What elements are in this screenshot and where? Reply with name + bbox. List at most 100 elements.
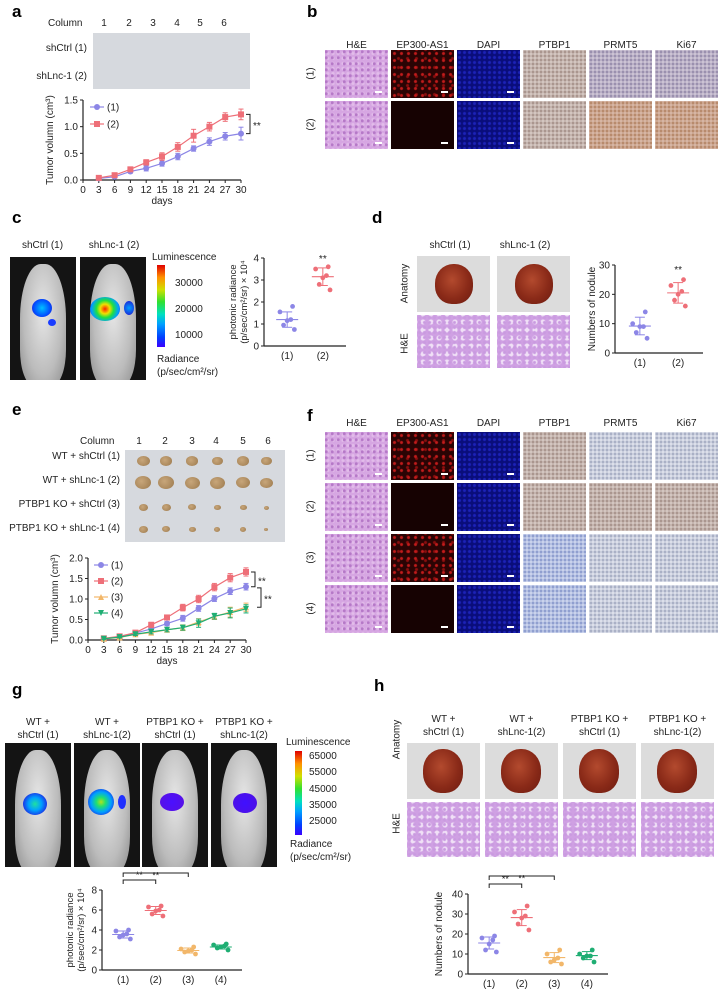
y-tick-label: 30 — [452, 910, 464, 921]
mouse-image — [5, 743, 71, 867]
x-tick-label: 24 — [204, 185, 216, 196]
colorbar-title: Luminescence — [286, 737, 351, 748]
lung-organ — [657, 749, 697, 793]
y-axis-label: Numbers of nodule — [587, 266, 598, 351]
y-tick-label: 3 — [253, 276, 259, 287]
y-tick-label: 20 — [599, 290, 611, 301]
scale-bar — [375, 524, 382, 526]
image-label: shLnc-1 (2) — [499, 240, 551, 251]
data-point — [206, 138, 213, 145]
column-number: 5 — [240, 436, 246, 447]
histology-tile — [589, 585, 652, 633]
he-image — [641, 802, 714, 857]
x-tick-label: 30 — [235, 185, 247, 196]
data-point — [243, 583, 249, 590]
panel-label-a: a — [12, 2, 22, 21]
radiance-chart-g: 0 2 4 6 8 (1) (2) (3) (4) photonic radiance(p/sec… — [65, 870, 242, 986]
image-label: PTBP1 KO + — [570, 714, 629, 725]
stain-header: DAPI — [476, 418, 501, 429]
x-tick-label: (4) — [215, 975, 227, 986]
y-tick-label: 8 — [91, 886, 97, 897]
luminescence-colorbar — [295, 751, 302, 835]
x-tick-label: (1) — [281, 351, 293, 362]
series-line-4 — [103, 608, 247, 640]
data-point — [164, 620, 170, 627]
tumor — [188, 504, 196, 511]
legend-label: (2) — [107, 120, 119, 131]
y-tick-label: 1.5 — [64, 96, 78, 107]
data-point — [195, 620, 202, 627]
x-tick-label: (4) — [581, 979, 593, 989]
significance-bracket — [122, 872, 189, 877]
y-axis-label: Tumor volumn (cm³) — [50, 554, 61, 644]
x-tick-label: 30 — [240, 645, 252, 656]
colorbar-tick: 25000 — [309, 816, 337, 827]
tumor-photo — [93, 33, 250, 89]
data-point — [127, 166, 134, 173]
data-point — [225, 947, 231, 953]
data-point — [174, 153, 181, 160]
histology-tile — [589, 534, 652, 582]
row-label: shLnc-1 (2) — [36, 71, 87, 82]
anatomy-image — [497, 256, 570, 312]
histology-tile — [457, 483, 520, 531]
mouse-image — [80, 257, 146, 380]
data-point — [193, 951, 198, 957]
x-tick-label: (3) — [182, 975, 194, 986]
data-point — [243, 568, 249, 575]
tumor — [162, 526, 170, 533]
x-tick-label: 15 — [161, 645, 173, 656]
colorbar-tick: 45000 — [309, 784, 337, 795]
panel-label-h: h — [374, 676, 385, 695]
image-label: shLnc-1 (2) — [88, 240, 140, 251]
column-number: 1 — [101, 18, 107, 29]
scale-bar — [375, 626, 382, 628]
histology-tile — [325, 432, 388, 480]
column-number: 4 — [213, 436, 219, 447]
histology-tile — [523, 534, 586, 582]
lung-organ — [501, 749, 541, 793]
y-tick-label: 0 — [604, 349, 610, 360]
stain-header: DAPI — [476, 40, 501, 51]
data-point — [630, 321, 636, 327]
data-point — [222, 133, 229, 140]
column-number: 2 — [126, 18, 132, 29]
histology-tile — [325, 50, 388, 98]
bioluminescence-signal — [23, 793, 47, 815]
y-tick-label: 0.5 — [64, 149, 78, 160]
y-tick-label: 1.0 — [64, 122, 78, 133]
data-point — [195, 596, 202, 602]
tumor — [213, 504, 221, 511]
image-label: shCtrl (1) — [429, 240, 471, 251]
data-point — [158, 903, 164, 909]
data-point — [490, 937, 496, 943]
x-tick-label: 9 — [133, 645, 139, 656]
stain-header: EP300-AS1 — [396, 40, 449, 51]
data-point — [591, 959, 597, 965]
y-axis-label: photonic radiance(p/sec/cm²/sr) × 10⁴ — [228, 260, 250, 344]
scale-bar — [441, 142, 448, 144]
column-number: 6 — [221, 18, 227, 29]
scale-bar — [507, 142, 514, 144]
histology-tile — [391, 101, 454, 149]
legend-marker — [98, 578, 104, 584]
radiance-chart-c: 0 1 2 3 4 (1) (2) photonic radiance(p/sec/cm²/s… — [228, 254, 346, 362]
data-point — [95, 174, 102, 181]
x-tick-label: (1) — [634, 358, 646, 369]
panel-label-b: b — [307, 2, 318, 21]
row-label: PTBP1 KO + shLnc-1 (4) — [9, 523, 120, 534]
scale-bar — [375, 91, 382, 93]
tumor — [211, 456, 223, 466]
y-tick-label: 0 — [253, 342, 259, 353]
significance-label: ** — [253, 121, 261, 132]
panel-label-c: c — [12, 208, 22, 227]
histology-tile — [589, 50, 652, 98]
series-line-1 — [98, 133, 242, 179]
y-tick-label: 10 — [599, 319, 611, 330]
significance-label: ** — [518, 873, 526, 883]
data-point — [100, 635, 107, 642]
stain-header: H&E — [346, 418, 367, 429]
image-label: shCtrl (1) — [21, 240, 64, 251]
y-tick-label: 0.5 — [69, 615, 83, 626]
